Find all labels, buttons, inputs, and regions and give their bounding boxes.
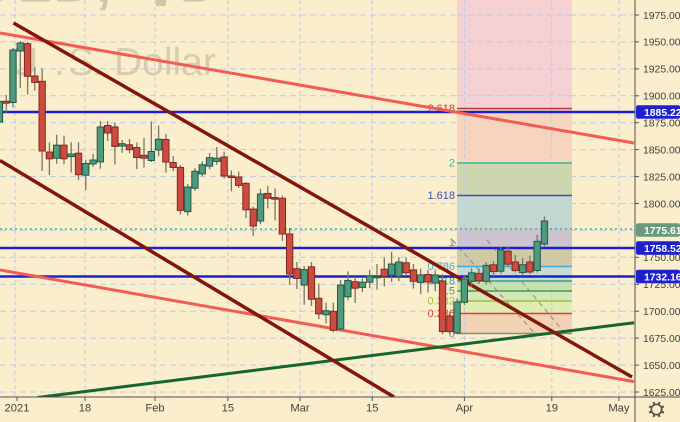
svg-text:May: May	[608, 403, 630, 415]
svg-text:2: 2	[449, 158, 455, 170]
svg-text:2021: 2021	[5, 403, 30, 415]
svg-text:1700.00: 1700.00	[643, 307, 680, 318]
svg-text:1775.61: 1775.61	[644, 226, 680, 237]
svg-text:Feb: Feb	[145, 403, 164, 415]
svg-text:1675.00: 1675.00	[643, 334, 680, 345]
svg-text:1750.00: 1750.00	[643, 253, 680, 264]
svg-text:1: 1	[449, 237, 455, 249]
svg-text:1625.00: 1625.00	[643, 388, 680, 399]
svg-text:1725.00: 1725.00	[643, 280, 680, 291]
svg-text:1732.16: 1732.16	[644, 273, 680, 284]
svg-text:1650.00: 1650.00	[643, 361, 680, 372]
svg-text:Mar: Mar	[290, 403, 310, 415]
svg-text:18: 18	[79, 403, 91, 415]
svg-text:19: 19	[546, 403, 558, 415]
svg-text:1885.22: 1885.22	[644, 108, 680, 119]
svg-text:1975.00: 1975.00	[643, 11, 680, 22]
svg-text:D: D	[180, 0, 218, 14]
svg-text:1900.00: 1900.00	[643, 92, 680, 103]
svg-text:1825.00: 1825.00	[643, 172, 680, 183]
svg-text:1.618: 1.618	[427, 190, 455, 202]
svg-text:1758.52: 1758.52	[644, 244, 680, 255]
svg-text:1850.00: 1850.00	[643, 145, 680, 156]
svg-text:15: 15	[366, 403, 378, 415]
svg-text:Apr: Apr	[456, 403, 474, 415]
svg-text:0: 0	[449, 328, 455, 340]
svg-text:1875.00: 1875.00	[643, 119, 680, 130]
svg-text:GOLD,: GOLD,	[0, 0, 113, 14]
svg-text:1925.00: 1925.00	[643, 65, 680, 76]
svg-text:1800.00: 1800.00	[643, 199, 680, 210]
svg-text:1950.00: 1950.00	[643, 38, 680, 49]
svg-text:15: 15	[222, 403, 234, 415]
